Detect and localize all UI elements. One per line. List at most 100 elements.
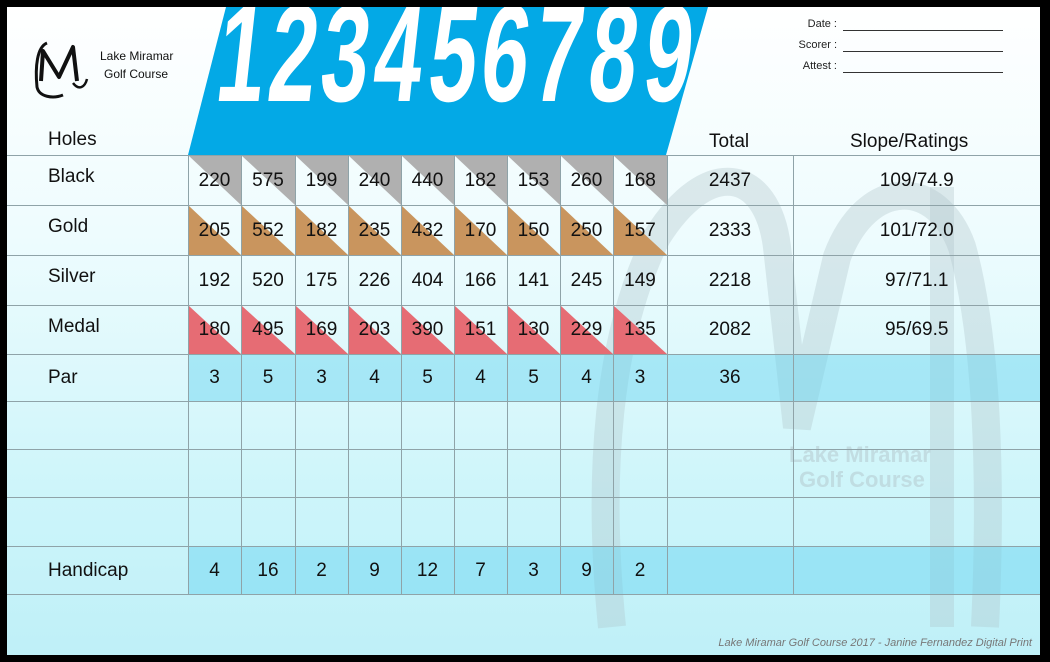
score-row-1-hole-5[interactable] bbox=[400, 401, 455, 450]
tee-row-silver-label: Silver bbox=[7, 255, 189, 306]
tee-row-gold-slope: 101/72.0 bbox=[792, 205, 1040, 256]
score-row-2-hole-9[interactable] bbox=[612, 449, 668, 498]
tee-row-black-hole-6: 182 bbox=[453, 155, 508, 206]
tee-row-medal-hole-4-value: 203 bbox=[358, 319, 391, 340]
par-row-hole-6-value: 4 bbox=[475, 367, 486, 388]
score-row-1-label bbox=[7, 401, 189, 450]
tee-row-black-hole-8: 260 bbox=[559, 155, 614, 206]
par-row-hole-2-value: 5 bbox=[262, 367, 274, 388]
tee-row-medal-hole-1: 180 bbox=[187, 305, 242, 355]
tee-row-silver-hole-8-value: 245 bbox=[570, 269, 603, 291]
attest-label: Attest : bbox=[802, 60, 837, 72]
scorer-field[interactable]: Scorer : bbox=[757, 36, 1003, 54]
par-row-hole-4: 4 bbox=[347, 354, 402, 402]
tee-row-silver-hole-3: 175 bbox=[294, 255, 349, 306]
tee-row-silver-hole-1: 192 bbox=[187, 255, 242, 306]
hole-number-3: 3 bbox=[314, 7, 379, 131]
score-row-3-hole-2[interactable] bbox=[240, 497, 296, 547]
tee-row-gold-hole-3: 182 bbox=[294, 205, 349, 256]
score-row-1-hole-9[interactable] bbox=[612, 401, 668, 450]
score-row-1-hole-3[interactable] bbox=[294, 401, 349, 450]
course-name-line1: Lake Miramar bbox=[100, 49, 174, 63]
date-field[interactable]: Date : bbox=[757, 15, 1003, 33]
score-row-1-hole-7[interactable] bbox=[506, 401, 561, 450]
tee-row-medal-hole-6-value: 151 bbox=[464, 319, 497, 340]
tee-row-gold: Gold 205 552 182 235 432 170 150 250 157 2333 101/7… bbox=[7, 205, 1040, 256]
tee-row-gold-hole-9: 157 bbox=[612, 205, 668, 256]
score-row-1-hole-6[interactable] bbox=[453, 401, 508, 450]
attest-field[interactable]: Attest : bbox=[757, 57, 1003, 75]
attest-line[interactable] bbox=[843, 60, 1003, 73]
par-row-hole-1-value: 3 bbox=[209, 367, 220, 388]
par-row-hole-3-value: 3 bbox=[316, 367, 327, 388]
score-row-2-hole-2[interactable] bbox=[240, 449, 296, 498]
handicap-row-hole-9: 2 bbox=[612, 546, 668, 595]
course-name-line2: Golf Course bbox=[104, 67, 169, 81]
score-row-1-hole-1[interactable] bbox=[187, 401, 242, 450]
par-row-total: 36 bbox=[666, 354, 794, 402]
scorer-line[interactable] bbox=[843, 39, 1003, 52]
score-row-1-hole-4[interactable] bbox=[347, 401, 402, 450]
handicap-row-hole-4: 9 bbox=[347, 546, 402, 595]
score-row-2-hole-8[interactable] bbox=[559, 449, 614, 498]
score-row-1-hole-8[interactable] bbox=[559, 401, 614, 450]
tee-row-gold-total: 2333 bbox=[666, 205, 794, 256]
tee-row-silver-hole-4-value: 226 bbox=[358, 269, 391, 291]
handicap-row-hole-2-value: 16 bbox=[257, 559, 279, 581]
tee-row-gold-hole-7-value: 150 bbox=[517, 219, 550, 241]
tee-row-medal-hole-3-value: 169 bbox=[305, 319, 338, 340]
date-line[interactable] bbox=[843, 18, 1003, 31]
handicap-row-hole-6-value: 7 bbox=[475, 559, 486, 581]
hole-banner bbox=[188, 7, 708, 155]
score-row-2-hole-4[interactable] bbox=[347, 449, 402, 498]
par-row-hole-7-value: 5 bbox=[528, 367, 539, 388]
score-row-3-hole-4[interactable] bbox=[347, 497, 402, 547]
tee-row-silver-hole-3-value: 175 bbox=[305, 269, 338, 291]
tee-row-medal-label: Medal bbox=[7, 305, 189, 355]
tee-row-medal-hole-5: 390 bbox=[400, 305, 455, 355]
score-row-2-hole-3[interactable] bbox=[294, 449, 349, 498]
par-row-hole-3: 3 bbox=[294, 354, 349, 402]
par-row: Par 3 5 3 4 5 4 5 4 3 36 bbox=[7, 354, 1040, 402]
score-row-2-hole-5[interactable] bbox=[400, 449, 455, 498]
score-row-3-total[interactable] bbox=[666, 497, 794, 547]
tee-row-black-hole-6-value: 182 bbox=[464, 169, 497, 191]
handicap-row-hole-1-value: 4 bbox=[209, 559, 220, 581]
tee-row-black-hole-3-value: 199 bbox=[305, 169, 338, 191]
handicap-row-hole-8: 9 bbox=[559, 546, 614, 595]
handicap-row-label: Handicap bbox=[7, 546, 189, 595]
score-row-3-hole-9[interactable] bbox=[612, 497, 668, 547]
tee-row-silver-hole-7-value: 141 bbox=[517, 269, 550, 291]
tee-row-silver-hole-2-value: 520 bbox=[252, 269, 284, 291]
score-row-2-hole-1[interactable] bbox=[187, 449, 242, 498]
tee-row-gold-hole-5: 432 bbox=[400, 205, 455, 256]
handicap-row: Handicap 4 16 2 9 12 7 3 9 2 bbox=[7, 546, 1040, 595]
score-row-2-total[interactable] bbox=[666, 449, 794, 498]
total-header: Total bbox=[709, 131, 750, 152]
tee-row-medal-total: 2082 bbox=[666, 305, 794, 355]
par-row-hole-2: 5 bbox=[240, 354, 296, 402]
tee-row-silver-hole-8: 245 bbox=[559, 255, 614, 306]
score-row-3 bbox=[7, 497, 1040, 547]
score-row-2-hole-7[interactable] bbox=[506, 449, 561, 498]
tee-row-gold-hole-9-value: 157 bbox=[624, 219, 656, 241]
score-row-3-hole-3[interactable] bbox=[294, 497, 349, 547]
score-row-3-hole-7[interactable] bbox=[506, 497, 561, 547]
score-row-3-hole-6[interactable] bbox=[453, 497, 508, 547]
score-row-1-hole-2[interactable] bbox=[240, 401, 296, 450]
score-row-2-hole-6[interactable] bbox=[453, 449, 508, 498]
tee-row-gold-hole-8-value: 250 bbox=[570, 219, 603, 241]
date-label: Date : bbox=[807, 18, 837, 30]
score-row-3-hole-8[interactable] bbox=[559, 497, 614, 547]
tee-row-medal-slope: 95/69.5 bbox=[792, 305, 1040, 355]
tee-row-black-hole-4-value: 240 bbox=[358, 169, 391, 191]
tee-row-medal-hole-7-value: 130 bbox=[517, 319, 550, 340]
tee-row-black-hole-7: 153 bbox=[506, 155, 561, 206]
par-row-hole-1: 3 bbox=[187, 354, 242, 402]
score-row-1-total[interactable] bbox=[666, 401, 794, 450]
score-row-3-hole-5[interactable] bbox=[400, 497, 455, 547]
score-row-3-hole-1[interactable] bbox=[187, 497, 242, 547]
tee-row-medal-hole-2: 495 bbox=[240, 305, 296, 355]
tee-row-black-hole-1-value: 220 bbox=[198, 169, 231, 191]
